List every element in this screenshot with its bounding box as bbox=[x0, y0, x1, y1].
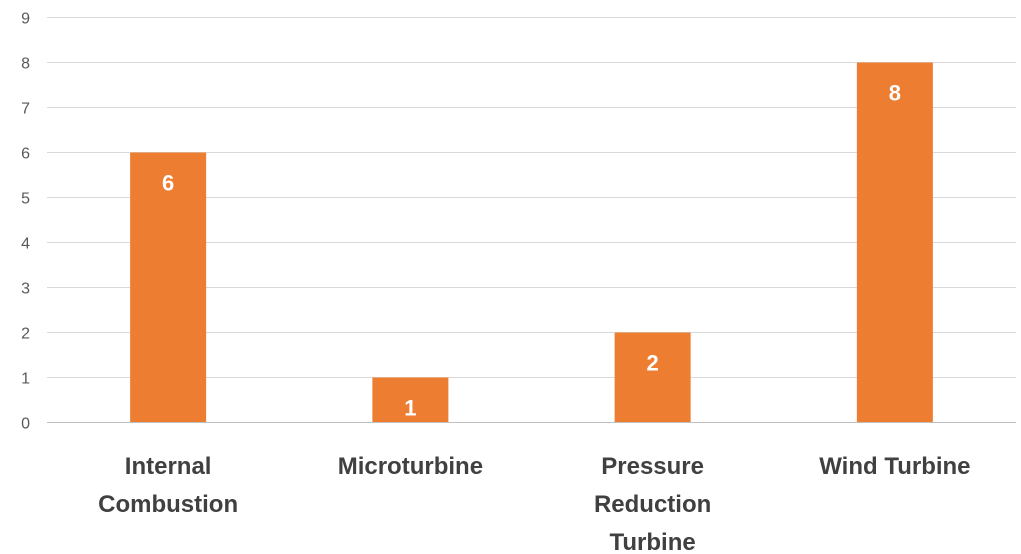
bar bbox=[614, 332, 691, 423]
x-tick-label: Internal bbox=[125, 453, 212, 480]
y-tick-label: 1 bbox=[21, 371, 30, 388]
y-tick-label: 8 bbox=[21, 56, 30, 73]
x-tick-label: Reduction bbox=[594, 491, 711, 518]
x-tick-label: Turbine bbox=[610, 529, 696, 554]
y-tick-label: 5 bbox=[21, 191, 30, 208]
y-axis-ticks: 0 1 2 3 4 5 6 7 8 9 bbox=[21, 11, 30, 433]
bar bbox=[130, 152, 207, 423]
x-axis-categories: Internal Combustion Microturbine Pressure Re… bbox=[98, 453, 970, 554]
y-tick-label: 0 bbox=[21, 416, 30, 433]
y-tick-label: 3 bbox=[21, 281, 30, 298]
data-labels: 6 1 2 8 bbox=[162, 81, 901, 421]
x-tick-label: Microturbine bbox=[338, 453, 483, 480]
x-tick-label: Pressure bbox=[601, 453, 704, 480]
y-tick-label: 7 bbox=[21, 101, 30, 118]
data-label: 8 bbox=[889, 81, 901, 106]
x-tick-label: Combustion bbox=[98, 491, 238, 518]
y-tick-label: 6 bbox=[21, 146, 30, 163]
y-tick-label: 2 bbox=[21, 326, 30, 343]
bar bbox=[372, 377, 449, 423]
bars bbox=[130, 62, 933, 423]
y-tick-label: 9 bbox=[21, 11, 30, 28]
x-tick-label: Wind Turbine bbox=[819, 453, 970, 480]
data-label: 2 bbox=[647, 351, 659, 376]
bar bbox=[856, 62, 933, 423]
gridlines bbox=[47, 17, 1016, 378]
data-label: 1 bbox=[404, 396, 416, 421]
data-label: 6 bbox=[162, 171, 174, 196]
y-tick-label: 4 bbox=[21, 236, 30, 253]
